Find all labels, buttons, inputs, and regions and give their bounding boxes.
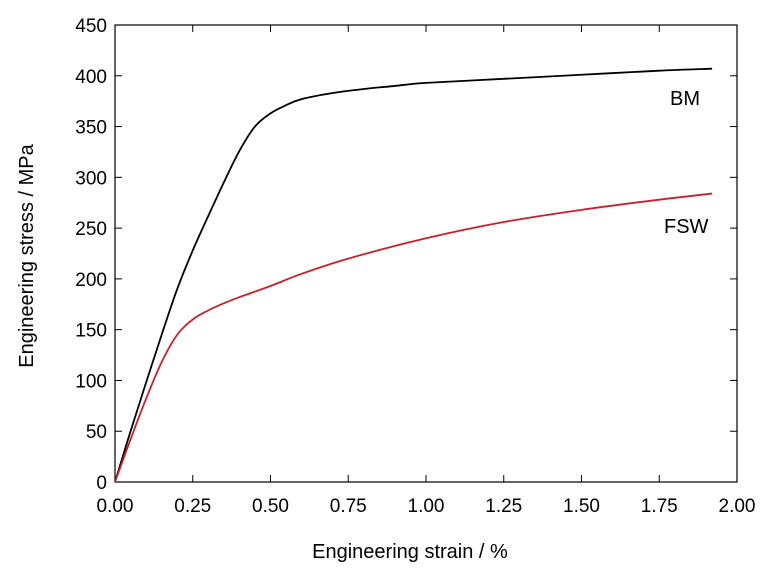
y-tick-label: 50: [86, 422, 107, 443]
y-tick-label: 150: [75, 321, 107, 342]
x-tick-label: 1.50: [563, 496, 600, 517]
series-line-bm: [114, 67, 713, 483]
series-lines: [114, 67, 713, 483]
x-tick-label: 0.75: [330, 496, 367, 517]
x-tick-label: 1.25: [485, 496, 522, 517]
x-tick-label: 1.00: [408, 496, 445, 517]
series-label-bm: BM: [670, 88, 700, 110]
y-tick-label: 250: [75, 219, 107, 240]
series-line-fsw: [114, 192, 713, 483]
x-tick-label: 0.25: [174, 496, 211, 517]
x-tick-label: 0.00: [97, 496, 134, 517]
x-axis-label: Engineering strain / %: [312, 541, 508, 563]
plot-area-frame: [114, 24, 738, 483]
y-axis-label: Engineering stress / MPa: [16, 143, 38, 367]
x-tick-label: 1.75: [641, 496, 678, 517]
y-axis-ticks: 0 50 100 150 200 250 300 350 400 450: [75, 16, 737, 494]
y-tick-label: 200: [75, 270, 107, 291]
y-tick-label: 350: [75, 118, 107, 139]
series-label-fsw: FSW: [664, 216, 709, 238]
y-tick-label: 450: [75, 16, 107, 37]
x-axis-ticks: 0.00 0.25 0.50 0.75 1.00 1.25 1.50 1.75 2.00: [97, 25, 756, 517]
x-tick-label: 0.50: [252, 496, 289, 517]
y-tick-label: 0: [96, 473, 107, 494]
y-tick-label: 400: [75, 67, 107, 88]
y-tick-label: 100: [75, 371, 107, 392]
y-tick-label: 300: [75, 168, 107, 189]
x-tick-label: 2.00: [719, 496, 756, 517]
